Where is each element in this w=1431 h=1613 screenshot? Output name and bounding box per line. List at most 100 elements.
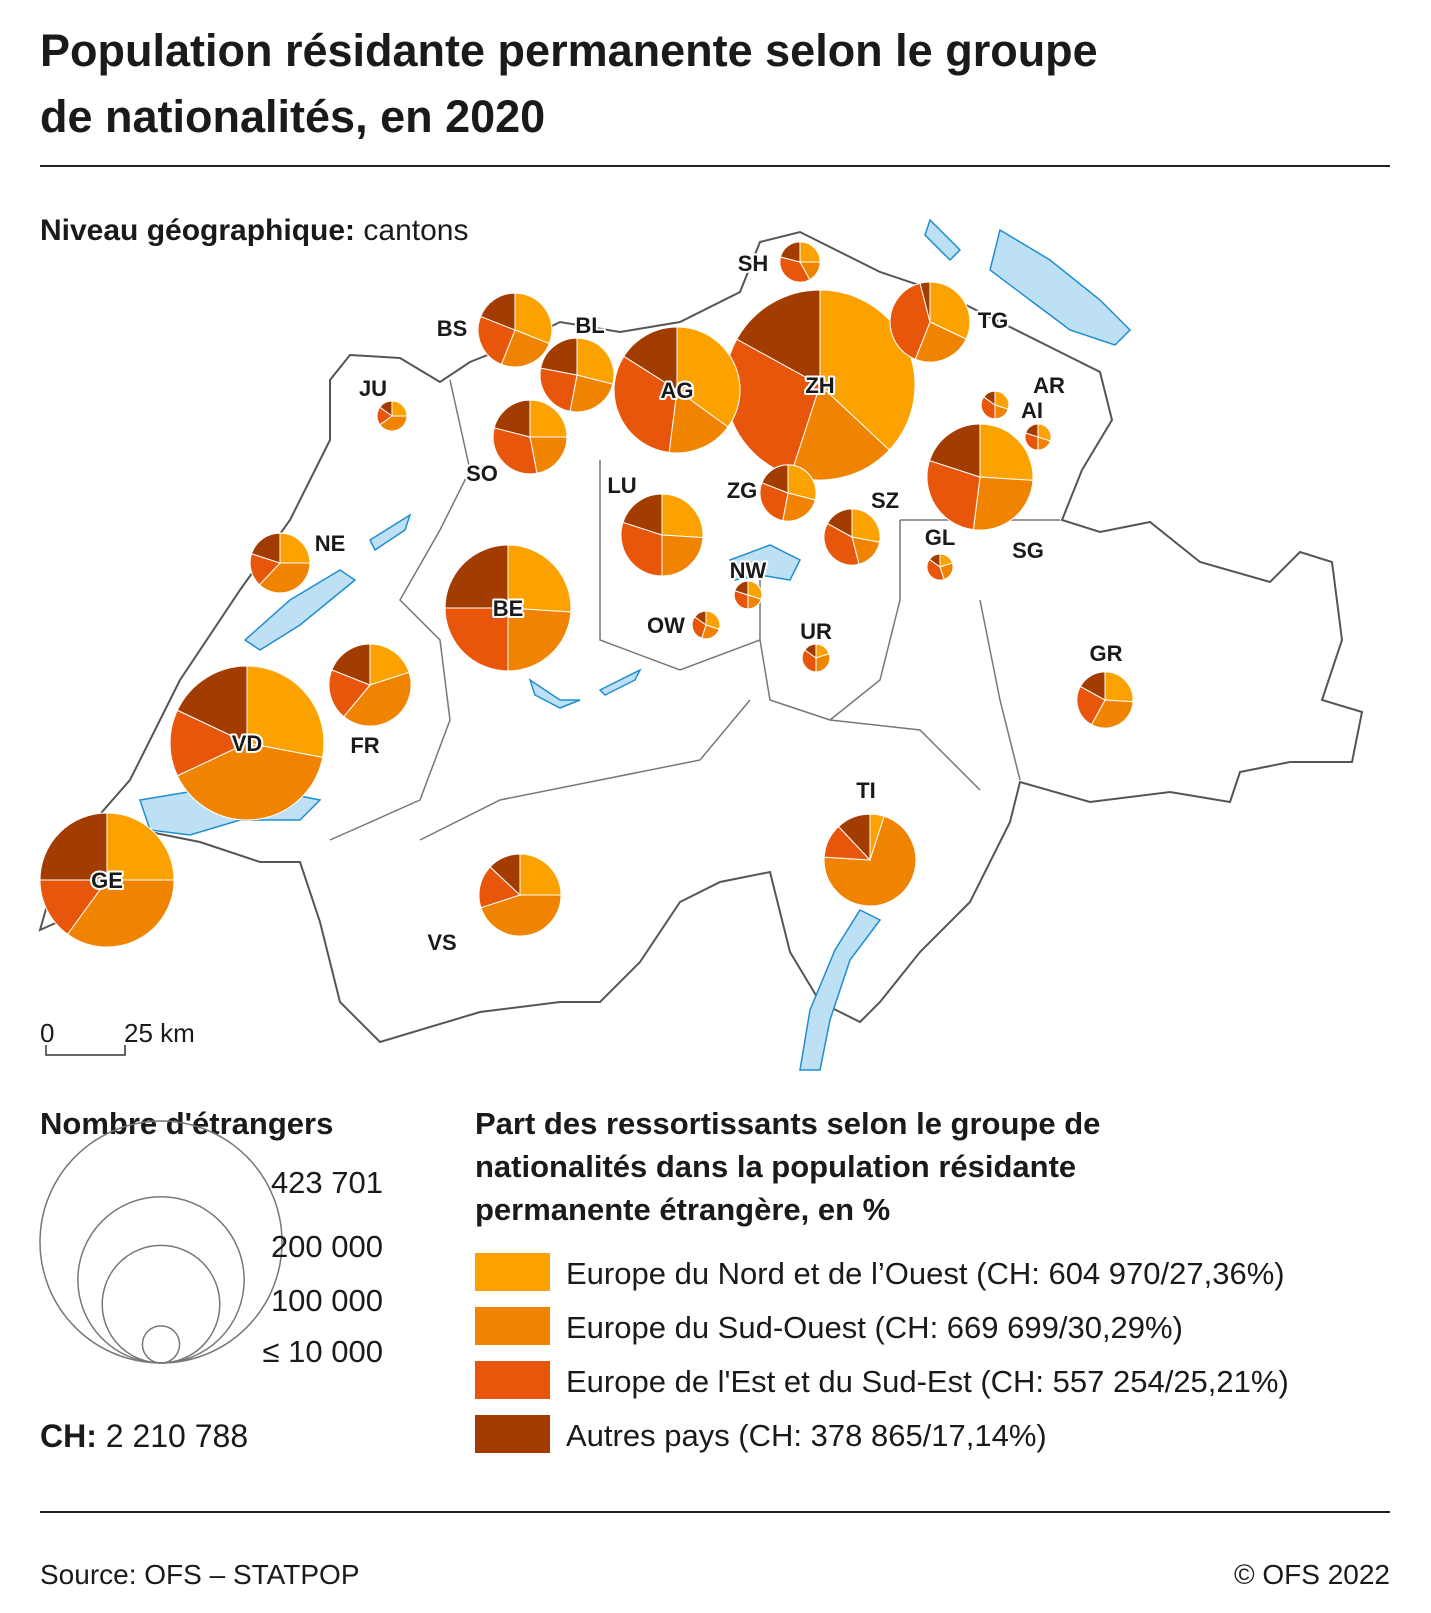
canton-label: AI [1021,398,1043,423]
canton-label: FR [350,733,379,758]
source: Source: OFS – STATPOP [40,1559,360,1590]
canton-label: UR [800,619,832,644]
pie-wedge [507,544,572,613]
geo-level-value: cantons [363,214,468,247]
title-line: de nationalités, en 2020 [40,91,545,142]
pie-wedge [246,665,325,759]
title-part: de nationalités, en 2020 [40,91,545,142]
pie-wedge [1090,699,1134,729]
canton-label: SG [1012,538,1044,563]
canton-label: ZG [727,478,758,503]
canton-label: TG [978,308,1009,333]
canton-pie [169,665,325,821]
pie-wedge [343,671,412,727]
legend-label: Europe du Sud-Ouest (CH: 669 699/30,29%) [566,1310,1183,1345]
pie-wedge [444,544,509,609]
pie-wedge [1104,671,1134,703]
pie-wedge [736,289,821,386]
pie-wedge [919,281,931,323]
geo-level: Niveau géographique: cantons [40,214,468,247]
pie-wedge [851,508,881,543]
pie-wedge [539,367,578,412]
canton-pie [620,493,704,577]
pie-wedge [804,643,817,659]
pie-wedge [620,521,663,577]
pie-wedge [705,610,721,630]
geo-level-label: Niveau géographique: [40,214,355,247]
pie-wedge [529,399,568,438]
pie-wedge [983,390,996,406]
pie-wedge [1076,685,1106,726]
pie-wedge [39,879,108,935]
title-line: Population résidante permanente selon le… [40,25,1098,76]
canton-pie [926,423,1034,531]
pie-wedge [801,649,817,673]
pie-wedge [691,616,707,639]
size-legend-circle [77,1195,245,1364]
title-part: Population résidante permanente selon le… [40,25,1098,76]
legend-swatch [475,1361,550,1399]
pie-wedge [489,853,521,897]
canton-label: SO [466,461,498,486]
pie-wedge [500,329,550,368]
size-legend-circle [39,1120,283,1364]
canton-label: AG [661,378,694,403]
pie-wedge [889,282,931,360]
canton-pie [691,610,721,640]
canton-label: JU [359,376,387,401]
canton-pie [444,544,572,672]
canton-label: GR [1090,641,1123,666]
canton-label: NW [730,558,767,583]
pie-wedge [529,436,568,474]
legend-swatch [475,1415,550,1453]
canton-label: BE [493,596,524,621]
canton-pie [779,241,821,283]
canton-labels: ZH GE VD BE AG SG TI LU FR VS BS BL SO TG NE GR ZG SZ SH JU… [89,249,1125,957]
pie-wedge [169,709,249,777]
title-line: nationalités dans la population résidant… [475,1149,1076,1184]
pie-wedge [914,321,967,363]
canton-pie [801,643,831,673]
pie-wedge [507,607,572,672]
pie-wedge [815,653,831,673]
canton-pie [477,292,553,368]
canton-pie [376,400,408,432]
pie-wedge [478,866,521,909]
pie-wedge [379,400,393,417]
canton-label: ZH [805,373,834,398]
size-legend-circle [141,1325,181,1364]
pie-wedge [926,558,945,581]
pie-wedge [250,532,281,564]
copyright: © OFS 2022 [1234,1559,1390,1590]
title-line: permanente étrangère, en % [475,1192,890,1227]
pie-wedge [623,326,678,391]
canton-pie [1024,423,1052,451]
size-legend-label: 423 701 [271,1165,383,1200]
size-legend-label: ≤ 10 000 [263,1334,383,1369]
canton-pie [539,337,615,413]
canton-label: AR [1033,373,1065,398]
pie-wedge [782,492,816,522]
scale-start: 0 [40,1018,54,1048]
canton-pie [492,399,568,475]
size-legend-label: 100 000 [271,1283,383,1318]
canton-label: BS [437,316,468,341]
pie-wedge [622,493,663,536]
legend-label: Europe du Nord et de l’Ouest (CH: 604 97… [566,1256,1285,1291]
canton-label: BL [575,313,604,338]
canton-label: SH [738,251,769,276]
canton-label: OW [647,613,685,638]
pies [39,241,1134,948]
size-legend-label: 200 000 [271,1229,383,1264]
pie-wedge [668,389,729,454]
pie-wedge [576,337,615,385]
canton-pie [613,326,741,454]
legend-swatch [475,1253,550,1291]
pie-wedge [569,374,614,413]
pie-wedge [279,532,311,564]
pie-wedge [926,459,981,531]
canton-pie [39,812,175,948]
canton-pie [889,281,971,363]
